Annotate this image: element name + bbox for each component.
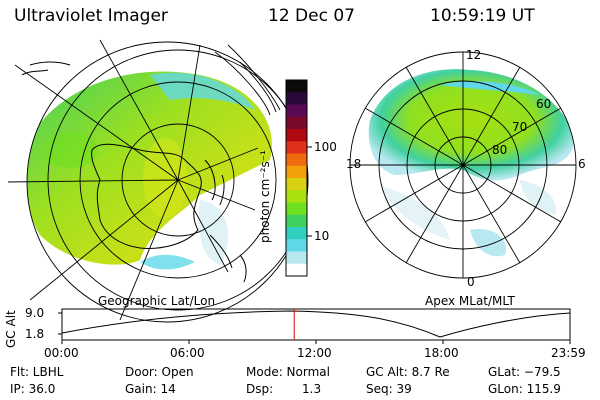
colorbar-segment bbox=[286, 129, 307, 142]
apex-caption: Apex MLat/MLT bbox=[425, 294, 515, 308]
apex-map bbox=[349, 51, 577, 279]
colorbar-segment bbox=[286, 178, 307, 191]
colorbar-segment bbox=[286, 153, 307, 167]
colorbar-segment bbox=[286, 104, 307, 118]
colorbar-segment bbox=[286, 239, 307, 252]
colorbar bbox=[286, 80, 307, 277]
colorbar-segment bbox=[286, 116, 307, 130]
door-status: Door: Open bbox=[125, 365, 194, 379]
orbit-xtick-1200: 12:00 bbox=[297, 346, 332, 360]
colorbar-tick-10: 10 bbox=[314, 229, 330, 243]
colorbar-segment bbox=[286, 227, 307, 240]
aurora-emission-right bbox=[368, 69, 575, 181]
coastline bbox=[91, 143, 202, 249]
geographic-caption: Geographic Lat/Lon bbox=[98, 294, 216, 308]
glat-status: GLat: −79.5 bbox=[488, 365, 561, 379]
mlat-label-60: 60 bbox=[536, 97, 552, 111]
colorbar-tick-100: 100 bbox=[314, 140, 337, 154]
geographic-map bbox=[7, 39, 309, 323]
orbit-ytick-9: 9.0 bbox=[25, 306, 45, 320]
dsp-value: 1.3 bbox=[302, 382, 322, 396]
orbit-xtick-1800: 18:00 bbox=[424, 346, 459, 360]
colorbar-segment bbox=[286, 190, 307, 203]
mlat-label-80: 80 bbox=[492, 143, 508, 157]
colorbar-segment bbox=[286, 202, 307, 216]
glon-status: GLon: 115.9 bbox=[488, 382, 561, 396]
orbit-xtick-0600: 06:00 bbox=[170, 346, 205, 360]
seq-status: Seq: 39 bbox=[366, 382, 412, 396]
mlt-label-0: 0 bbox=[467, 275, 475, 289]
colorbar-segment bbox=[286, 92, 307, 105]
mlat-label-70: 70 bbox=[512, 120, 528, 134]
orbit-xtick-2359: 23:59 bbox=[551, 346, 586, 360]
mlt-label-12: 12 bbox=[466, 48, 482, 62]
time-label: 10:59:19 UT bbox=[430, 6, 535, 26]
colorbar-segment bbox=[286, 141, 307, 154]
dsp-status: Dsp: bbox=[246, 382, 274, 396]
instrument-title: Ultraviolet Imager bbox=[14, 6, 168, 26]
mlt-label-6: 6 bbox=[578, 157, 586, 171]
filter-status: Flt: LBHL bbox=[10, 365, 64, 379]
mode-status: Mode: Normal bbox=[246, 365, 330, 379]
mlt-label-18: 18 bbox=[346, 157, 362, 171]
colorbar-segment bbox=[286, 80, 307, 93]
orbit-xtick-0000: 00:00 bbox=[44, 346, 79, 360]
orbit-ylabel: GC Alt bbox=[4, 310, 18, 348]
colorbar-segment bbox=[286, 251, 307, 265]
colorbar-segment bbox=[286, 263, 307, 277]
orbit-plot bbox=[58, 308, 571, 344]
date-label: 12 Dec 07 bbox=[268, 6, 355, 26]
ip-status: IP: 36.0 bbox=[10, 382, 56, 396]
colorbar-unit: photon cm⁻²s⁻¹ bbox=[258, 150, 272, 243]
colorbar-segment bbox=[286, 214, 307, 228]
altitude-curve bbox=[61, 310, 571, 338]
gain-status: Gain: 14 bbox=[125, 382, 176, 396]
colorbar-segment bbox=[286, 165, 307, 179]
orbit-ytick-1-8: 1.8 bbox=[25, 327, 45, 341]
gc-alt-status: GC Alt: 8.7 Re bbox=[366, 365, 450, 379]
